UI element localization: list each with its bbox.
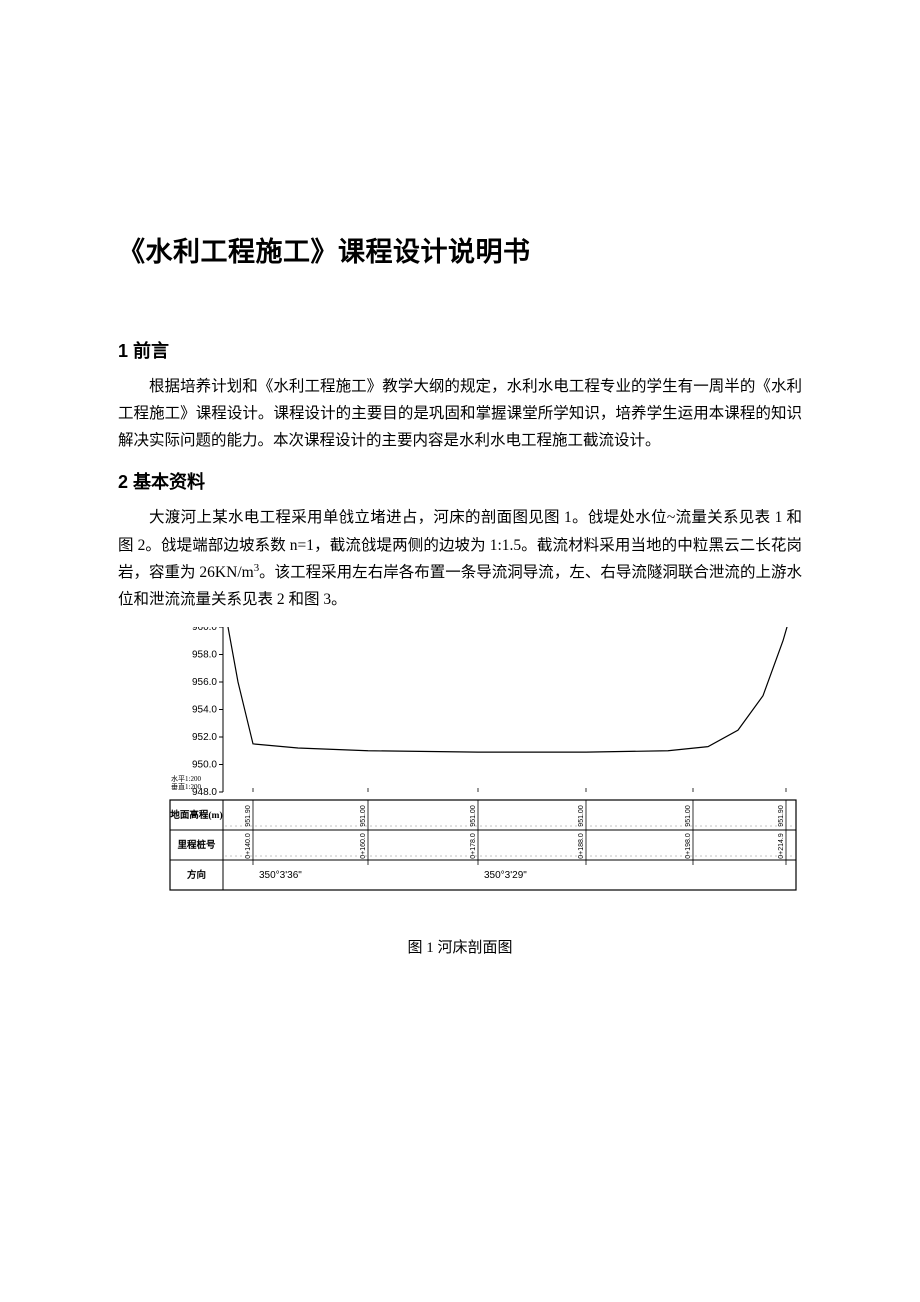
svg-text:951.90: 951.90 [778,805,785,827]
figure1-caption: 图 1 河床剖面图 [118,936,802,957]
svg-text:951.00: 951.00 [578,805,585,827]
svg-text:0+198.0: 0+198.0 [685,833,692,859]
svg-text:954.0: 954.0 [192,705,217,716]
section1-heading: 1 前言 [118,337,802,363]
doc-title: 《水利工程施工》课程设计说明书 [118,230,802,269]
svg-text:951.00: 951.00 [470,805,477,827]
svg-text:垂直1:200: 垂直1:200 [171,782,201,791]
svg-text:951.90: 951.90 [245,805,252,827]
svg-text:0+140.0: 0+140.0 [245,833,252,859]
figure1-chart: 948.0950.0952.0954.0956.0958.0960.0水平1:2… [118,627,802,932]
section2-body: 大渡河上某水电工程采用单戗立堵进占，河床的剖面图见图 1。戗堤处水位~流量关系见… [118,504,802,613]
svg-text:0+188.0: 0+188.0 [578,833,585,859]
svg-text:0+160.0: 0+160.0 [360,833,367,859]
svg-text:960.0: 960.0 [192,627,217,633]
section2-heading: 2 基本资料 [118,468,802,494]
svg-text:950.0: 950.0 [192,760,217,771]
svg-text:地面高程(m): 地面高程(m) [170,809,222,821]
svg-text:0+214.9: 0+214.9 [778,833,785,859]
svg-text:方向: 方向 [187,869,206,881]
svg-text:958.0: 958.0 [192,650,217,661]
svg-text:952.0: 952.0 [192,732,217,743]
svg-text:956.0: 956.0 [192,677,217,688]
svg-text:里程桩号: 里程桩号 [177,839,216,851]
svg-text:0+178.0: 0+178.0 [470,833,477,859]
svg-text:水平1:200: 水平1:200 [171,774,201,783]
section1-body: 根据培养计划和《水利工程施工》教学大纲的规定，水利水电工程专业的学生有一周半的《… [118,373,802,454]
svg-text:951.00: 951.00 [685,805,692,827]
riverbed-profile-svg: 948.0950.0952.0954.0956.0958.0960.0水平1:2… [118,627,798,932]
svg-text:951.00: 951.00 [360,805,367,827]
svg-text:350°3'36": 350°3'36" [259,870,302,881]
svg-text:350°3'29": 350°3'29" [484,870,527,881]
